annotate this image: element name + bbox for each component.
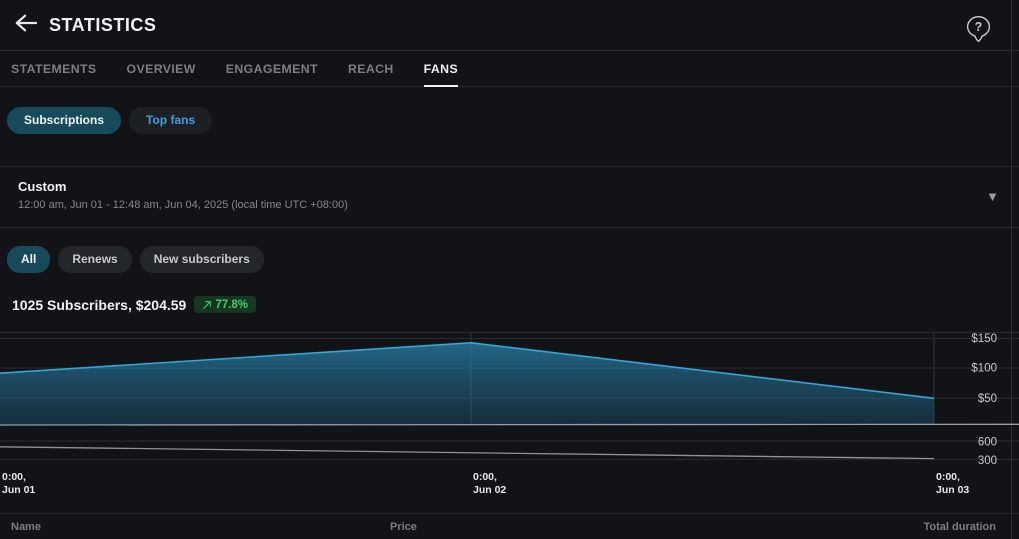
svg-text:$100: $100 [971,363,997,375]
svg-text:?: ? [975,20,983,34]
svg-text:$150: $150 [971,333,997,345]
svg-text:600: 600 [978,437,997,449]
svg-text:300: 300 [978,455,997,467]
svg-text:$50: $50 [978,393,997,405]
